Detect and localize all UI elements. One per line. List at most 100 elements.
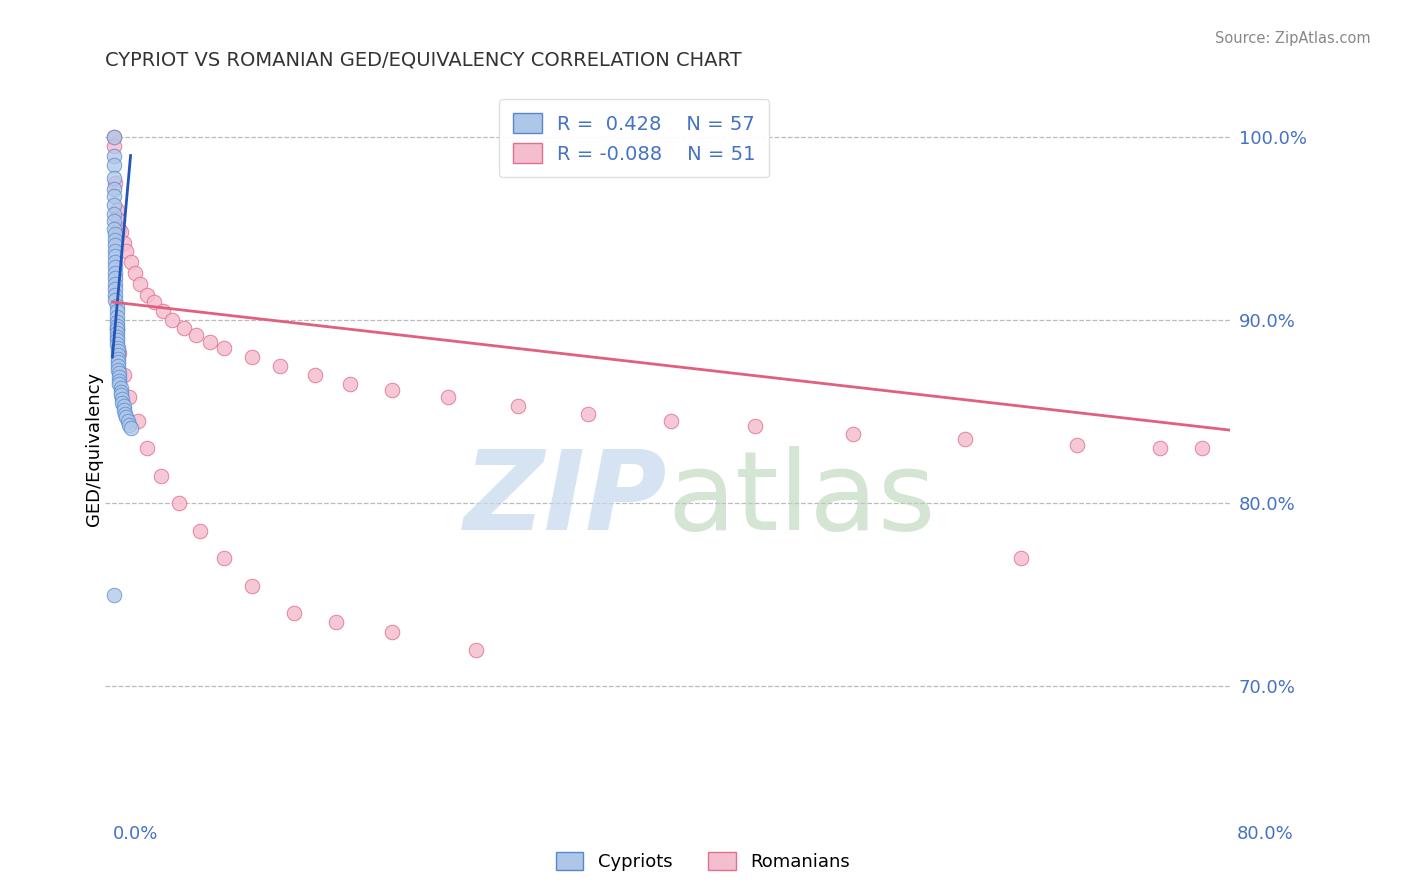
- Text: 0.0%: 0.0%: [112, 825, 157, 843]
- Point: [1149, 442, 1171, 456]
- Point: [103, 148, 125, 162]
- Point: [105, 299, 128, 313]
- Point: [104, 277, 127, 291]
- Point: [107, 351, 129, 366]
- Point: [107, 341, 129, 355]
- Point: [114, 407, 136, 421]
- Point: [842, 426, 865, 441]
- Point: [1066, 438, 1088, 452]
- Point: [576, 407, 599, 421]
- Point: [105, 315, 128, 329]
- Point: [104, 176, 127, 190]
- Point: [112, 236, 135, 251]
- Point: [108, 221, 131, 235]
- Point: [107, 348, 129, 362]
- Point: [108, 377, 131, 392]
- Point: [105, 322, 128, 336]
- Point: [103, 139, 125, 153]
- Point: [103, 158, 125, 172]
- Point: [212, 551, 235, 566]
- Point: [110, 384, 132, 399]
- Point: [110, 381, 132, 395]
- Point: [150, 469, 173, 483]
- Point: [304, 368, 326, 383]
- Point: [107, 359, 129, 373]
- Point: [269, 359, 291, 373]
- Point: [110, 226, 132, 240]
- Point: [436, 390, 458, 404]
- Point: [127, 414, 149, 428]
- Text: CYPRIOT VS ROMANIAN GED/EQUIVALENCY CORRELATION CHART: CYPRIOT VS ROMANIAN GED/EQUIVALENCY CORR…: [105, 51, 742, 70]
- Point: [108, 346, 131, 360]
- Point: [120, 421, 142, 435]
- Point: [136, 442, 159, 456]
- Point: [104, 244, 127, 258]
- Point: [112, 368, 135, 383]
- Point: [103, 130, 125, 145]
- Point: [111, 395, 134, 409]
- Point: [104, 249, 127, 263]
- Point: [190, 524, 212, 538]
- Point: [1010, 551, 1032, 566]
- Text: 80.0%: 80.0%: [1237, 825, 1294, 843]
- Point: [105, 304, 128, 318]
- Point: [152, 304, 174, 318]
- Point: [110, 388, 132, 402]
- Point: [105, 203, 128, 218]
- Point: [103, 207, 125, 221]
- Point: [115, 410, 138, 425]
- Point: [104, 238, 127, 252]
- Point: [173, 320, 195, 334]
- Point: [108, 374, 131, 388]
- Point: [118, 417, 141, 432]
- Point: [107, 363, 129, 377]
- Point: [108, 367, 131, 381]
- Point: [659, 414, 682, 428]
- Point: [105, 322, 128, 336]
- Point: [105, 330, 128, 344]
- Point: [162, 313, 184, 327]
- Point: [103, 170, 125, 185]
- Point: [118, 390, 141, 404]
- Point: [115, 244, 138, 258]
- Point: [107, 212, 129, 227]
- Point: [112, 400, 135, 414]
- Point: [240, 350, 263, 364]
- Point: [381, 383, 404, 397]
- Point: [108, 370, 131, 384]
- Point: [1191, 442, 1213, 456]
- Point: [107, 344, 129, 359]
- Text: Source: ZipAtlas.com: Source: ZipAtlas.com: [1215, 31, 1371, 46]
- Point: [104, 260, 127, 275]
- Point: [104, 266, 127, 280]
- Point: [283, 606, 305, 620]
- Point: [120, 254, 142, 268]
- Point: [105, 337, 128, 351]
- Point: [104, 287, 127, 301]
- Point: [104, 271, 127, 285]
- Point: [103, 214, 125, 228]
- Point: [339, 377, 361, 392]
- Point: [381, 624, 404, 639]
- Legend: Cypriots, Romanians: Cypriots, Romanians: [548, 845, 858, 879]
- Point: [200, 335, 222, 350]
- Text: atlas: atlas: [668, 446, 936, 553]
- Point: [212, 341, 235, 355]
- Point: [104, 293, 127, 308]
- Point: [464, 642, 486, 657]
- Point: [103, 221, 125, 235]
- Point: [136, 287, 159, 301]
- Point: [111, 392, 134, 406]
- Point: [103, 130, 125, 145]
- Legend: R =  0.428    N = 57, R = -0.088    N = 51: R = 0.428 N = 57, R = -0.088 N = 51: [499, 99, 769, 178]
- Point: [104, 233, 127, 247]
- Point: [124, 266, 146, 280]
- Point: [744, 419, 766, 434]
- Point: [143, 295, 166, 310]
- Point: [103, 588, 125, 602]
- Point: [104, 227, 127, 242]
- Text: ZIP: ZIP: [464, 446, 668, 553]
- Point: [105, 334, 128, 348]
- Point: [186, 328, 208, 343]
- Point: [240, 579, 263, 593]
